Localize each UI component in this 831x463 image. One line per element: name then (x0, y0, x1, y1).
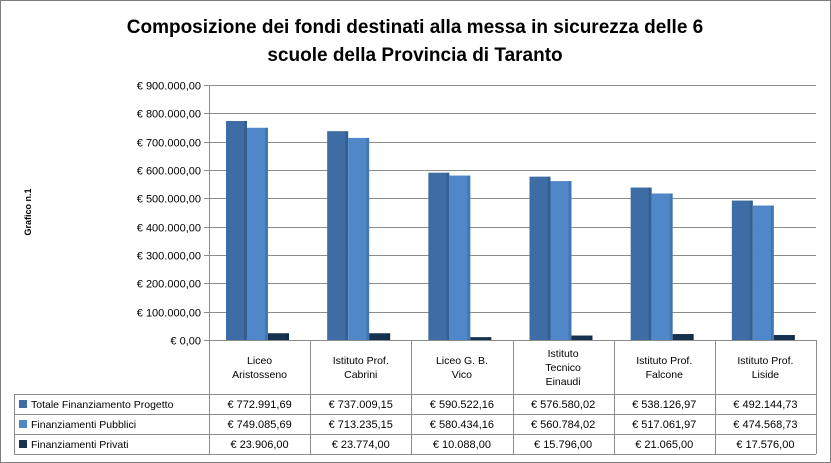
bar-1-2 (327, 131, 349, 340)
data-label: € 15.796,00 (534, 439, 592, 451)
bar-shade (669, 193, 673, 340)
y-tick-label: € 700.000,00 (137, 138, 201, 150)
bar-shade (749, 200, 753, 340)
series-name: Totale Finanziamento Progetto (31, 399, 174, 411)
y-tick-label: € 100.000,00 (137, 308, 201, 320)
data-label: € 580.434,16 (430, 419, 494, 431)
data-label: € 538.126,97 (632, 399, 696, 411)
category-label: Liceo (247, 355, 272, 367)
bar-shade (547, 176, 551, 340)
bar-3-5 (672, 334, 694, 340)
category-label: Tecnico (545, 362, 581, 374)
bar-2-5 (651, 193, 673, 340)
category-label: Cabrini (344, 369, 377, 381)
category-label: Liside (752, 369, 780, 381)
bar-3-6 (773, 335, 795, 340)
bar-shade (770, 205, 774, 340)
bar-shade (366, 137, 370, 340)
bars (226, 120, 795, 340)
bar-shade (467, 175, 471, 340)
bar-shade (387, 333, 391, 340)
chart-title: Composizione dei fondi destinati alla me… (127, 17, 704, 66)
legend-key-3 (19, 440, 27, 448)
y-tick-label: € 900.000,00 (137, 81, 201, 93)
bar-shade (244, 120, 247, 340)
data-label: € 749.085,69 (227, 419, 291, 431)
y-tick-label: € 300.000,00 (137, 251, 201, 263)
category-label: Liceo G. B. (436, 355, 488, 367)
bar-shade (589, 335, 593, 340)
bar-shade (791, 335, 795, 340)
data-label: € 576.580,02 (531, 399, 595, 411)
legend-key-2 (19, 420, 27, 428)
y-axis-ticks: € 0,00 € 100.000,00 € 200.000,00 € 300.000,… (137, 81, 201, 348)
data-label: € 517.061,97 (632, 419, 696, 431)
bar-shade (286, 333, 289, 340)
bar-1-5 (630, 187, 652, 340)
bar-shade (345, 131, 349, 340)
bar-3-2 (369, 333, 391, 340)
data-label: € 17.576,00 (736, 439, 794, 451)
bar-1-1 (226, 120, 247, 340)
category-label: Falcone (646, 369, 684, 381)
y-axis-label: Grafico n.1 (23, 188, 33, 235)
data-label: € 772.991,69 (227, 399, 291, 411)
bar-3-3 (470, 337, 492, 340)
legend-key-1 (19, 400, 27, 408)
y-tick-label: € 800.000,00 (137, 109, 201, 121)
category-label: Aristosseno (232, 369, 287, 381)
bar-shade (265, 127, 268, 340)
bar-3-1 (268, 333, 289, 340)
category-label: Istituto (548, 348, 579, 360)
bar-2-4 (550, 181, 572, 340)
bar-shade (488, 337, 492, 340)
bar-1-3 (428, 172, 450, 340)
gridlines (204, 85, 816, 341)
data-label: € 23.774,00 (332, 439, 390, 451)
category-label: Einaudi (546, 376, 581, 388)
data-table: Liceo Aristosseno Istituto Prof. Cabrini Lic… (14, 340, 817, 455)
bar-shade (690, 334, 694, 340)
y-tick-label: € 0,00 (170, 336, 201, 348)
bar-2-2 (348, 137, 370, 340)
bar-shade (446, 172, 450, 340)
bar-1-4 (529, 176, 551, 340)
category-label: Vico (452, 369, 472, 381)
y-tick-label: € 500.000,00 (137, 194, 201, 206)
y-axis-title: Grafico n.1 (23, 188, 33, 235)
bar-shade (568, 181, 572, 340)
chart-title-line: scuole della Provincia di Taranto (267, 45, 562, 66)
y-tick-label: € 400.000,00 (137, 223, 201, 235)
data-label: € 737.009,15 (329, 399, 393, 411)
bar-2-3 (449, 175, 471, 340)
series-name: Finanziamenti Pubblici (31, 419, 136, 431)
category-label: Istituto Prof. (636, 355, 692, 367)
category-label: Istituto Prof. (333, 355, 389, 367)
series-name: Finanziamenti Privati (31, 439, 128, 451)
bar-2-6 (752, 205, 774, 340)
data-label: € 23.906,00 (231, 439, 289, 451)
data-label: € 21.065,00 (635, 439, 693, 451)
y-tick-label: € 600.000,00 (137, 166, 201, 178)
data-label: € 474.568,73 (733, 419, 797, 431)
data-label: € 560.784,02 (531, 419, 595, 431)
category-label: Istituto Prof. (737, 355, 793, 367)
bar-1-6 (731, 200, 753, 340)
data-label: € 713.235,15 (329, 419, 393, 431)
data-label: € 492.144,73 (733, 399, 797, 411)
data-label: € 590.522,16 (430, 399, 494, 411)
bar-3-4 (571, 335, 593, 340)
y-tick-label: € 200.000,00 (137, 279, 201, 291)
chart-title-line: Composizione dei fondi destinati alla me… (127, 17, 704, 38)
bar-shade (648, 187, 652, 340)
bar-2-1 (247, 127, 268, 340)
data-label: € 10.088,00 (433, 439, 491, 451)
